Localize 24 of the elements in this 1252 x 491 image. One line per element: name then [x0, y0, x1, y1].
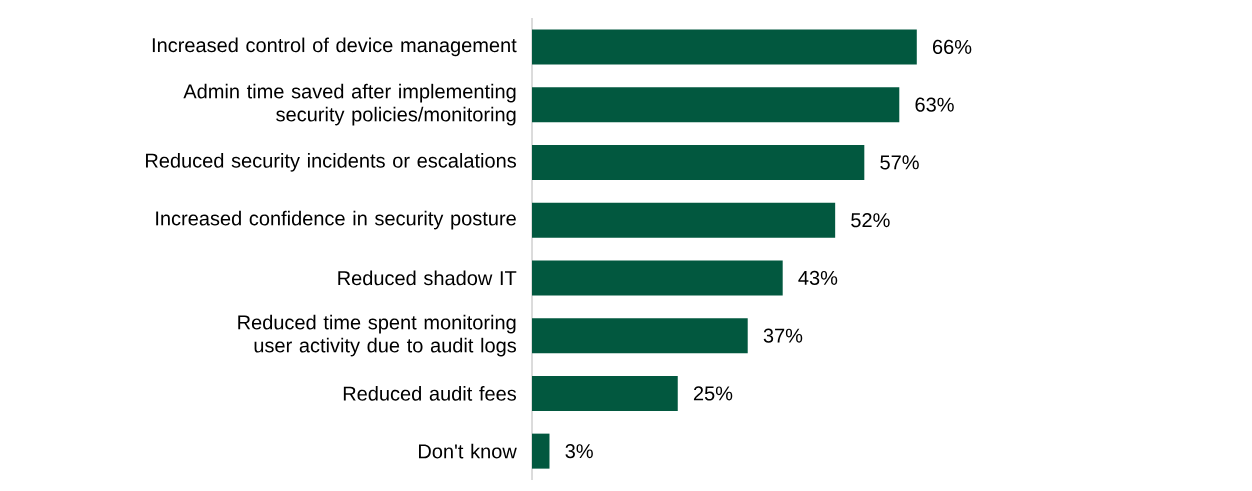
data-label: 52%: [851, 213, 890, 228]
bar: [532, 375, 678, 411]
y-tick-label: Reduced shadow IT: [338, 270, 517, 286]
bar: [532, 29, 917, 65]
data-label: 37%: [763, 328, 803, 343]
y-tick-label: Increased confidence in security posture: [156, 210, 516, 230]
data-label: 57%: [880, 155, 919, 170]
y-tick-label: Increased control of device management: [152, 37, 517, 57]
bar: [532, 318, 748, 354]
bar: [532, 144, 865, 180]
bar: [532, 260, 783, 296]
data-label: 3%: [565, 444, 593, 459]
y-tick-label: Reduced time spent monitoring user activity due to audit logs: [238, 314, 517, 357]
y-tick-label: Reduced security incidents or escalations: [146, 153, 517, 172]
y-tick-label: Reduced audit fees: [343, 386, 517, 401]
y-tick-label: Don't know: [419, 443, 517, 459]
data-label: 25%: [693, 386, 733, 401]
data-label: 63%: [915, 97, 954, 112]
bar: [532, 433, 550, 469]
data-label: 43%: [798, 270, 838, 285]
y-tick-label: Admin time saved after implementing security policies/monitoring: [183, 83, 516, 126]
data-label: 66%: [933, 39, 972, 54]
bar: [532, 87, 900, 123]
bar: [532, 202, 836, 238]
